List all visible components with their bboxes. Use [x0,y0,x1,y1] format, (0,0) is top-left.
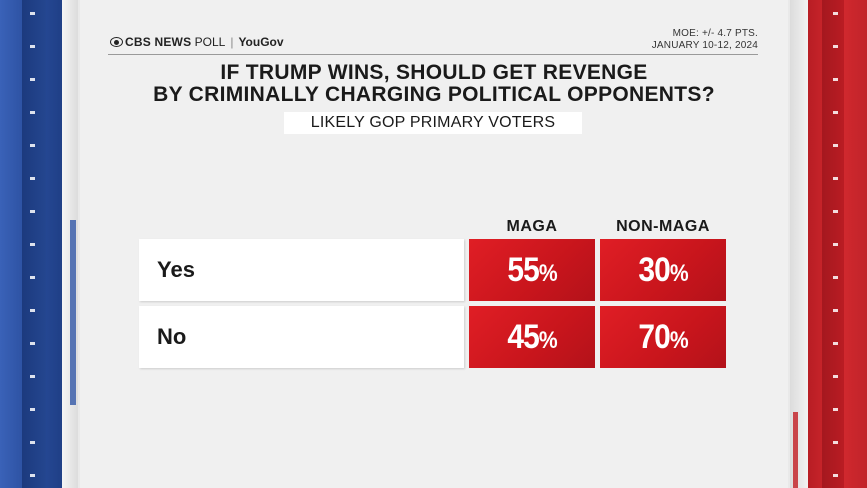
band-tick [833,210,838,213]
band-tick [30,12,35,15]
cell-no-non-maga: 70% [600,306,726,368]
band-tick [30,441,35,444]
band-tick [833,342,838,345]
brand-partner: YouGov [238,35,284,49]
poll-dates: JANUARY 10-12, 2024 [651,40,758,51]
band-tick [833,375,838,378]
value-no-non-maga-number: 70 [638,318,670,356]
cbs-eye-icon [110,37,123,47]
band-tick [833,45,838,48]
chart-title-line-1: IF TRUMP WINS, SHOULD GET REVENGE [220,61,648,84]
cell-yes-non-maga: 30% [600,239,726,301]
band-tick [833,177,838,180]
value-yes-non-maga-number: 30 [638,251,670,289]
band-tick [30,474,35,477]
value-no-non-maga: 70% [638,306,689,372]
poll-meta: MOE: +/- 4.7 PTS. JANUARY 10-12, 2024 [652,28,758,52]
band-tick [30,78,35,81]
value-yes-maga-unit: % [538,260,558,287]
row-label-yes: Yes [139,239,464,301]
band-tick [30,177,35,180]
band-tick [833,78,838,81]
band-tick [30,309,35,312]
band-tick [833,243,838,246]
left-blue-slat [70,220,76,405]
band-tick [833,408,838,411]
row-label-no-text: No [157,324,187,349]
value-no-maga-number: 45 [507,318,539,356]
brand-separator: | [230,35,234,49]
band-tick [30,210,35,213]
value-yes-non-maga-unit: % [669,260,689,287]
value-no-maga-unit: % [538,327,558,354]
band-tick [30,144,35,147]
band-tick [833,441,838,444]
cell-yes-maga: 55% [469,239,595,301]
band-tick [30,342,35,345]
brand-poll: POLL [194,35,226,49]
band-tick [30,45,35,48]
chart-title: IF TRUMP WINS, SHOULD GET REVENGE BY CRI… [80,62,788,106]
brand-logo: CBS NEWS POLL | YouGov [110,35,284,49]
chart-subtitle: LIKELY GOP PRIMARY VOTERS [284,112,582,134]
column-header-maga: MAGA [506,218,558,235]
band-tick [30,111,35,114]
margin-of-error: MOE: +/- 4.7 PTS. [672,28,758,39]
band-tick [833,309,838,312]
band-tick [833,474,838,477]
right-white-stripe [790,0,808,488]
right-red-slat [793,412,798,488]
brand-cbs: CBS NEWS [125,35,192,49]
column-header-non-maga: NON-MAGA [616,218,710,235]
band-tick [30,243,35,246]
band-tick [833,12,838,15]
value-yes-maga-number: 55 [507,251,539,289]
band-tick [30,276,35,279]
cell-no-maga: 45% [469,306,595,368]
band-tick [833,111,838,114]
value-yes-maga: 55% [507,239,558,305]
band-tick [833,144,838,147]
row-label-yes-text: Yes [157,257,195,282]
row-label-no: No [139,306,464,368]
value-no-maga: 45% [507,306,558,372]
band-tick [30,408,35,411]
poll-header: CBS NEWS POLL | YouGov MOE: +/- 4.7 PTS. J… [108,28,758,55]
chart-title-line-2: BY CRIMINALLY CHARGING POLITICAL OPPONEN… [153,83,715,106]
value-yes-non-maga: 30% [638,239,689,305]
band-tick [30,375,35,378]
band-tick [833,276,838,279]
value-no-non-maga-unit: % [669,327,689,354]
